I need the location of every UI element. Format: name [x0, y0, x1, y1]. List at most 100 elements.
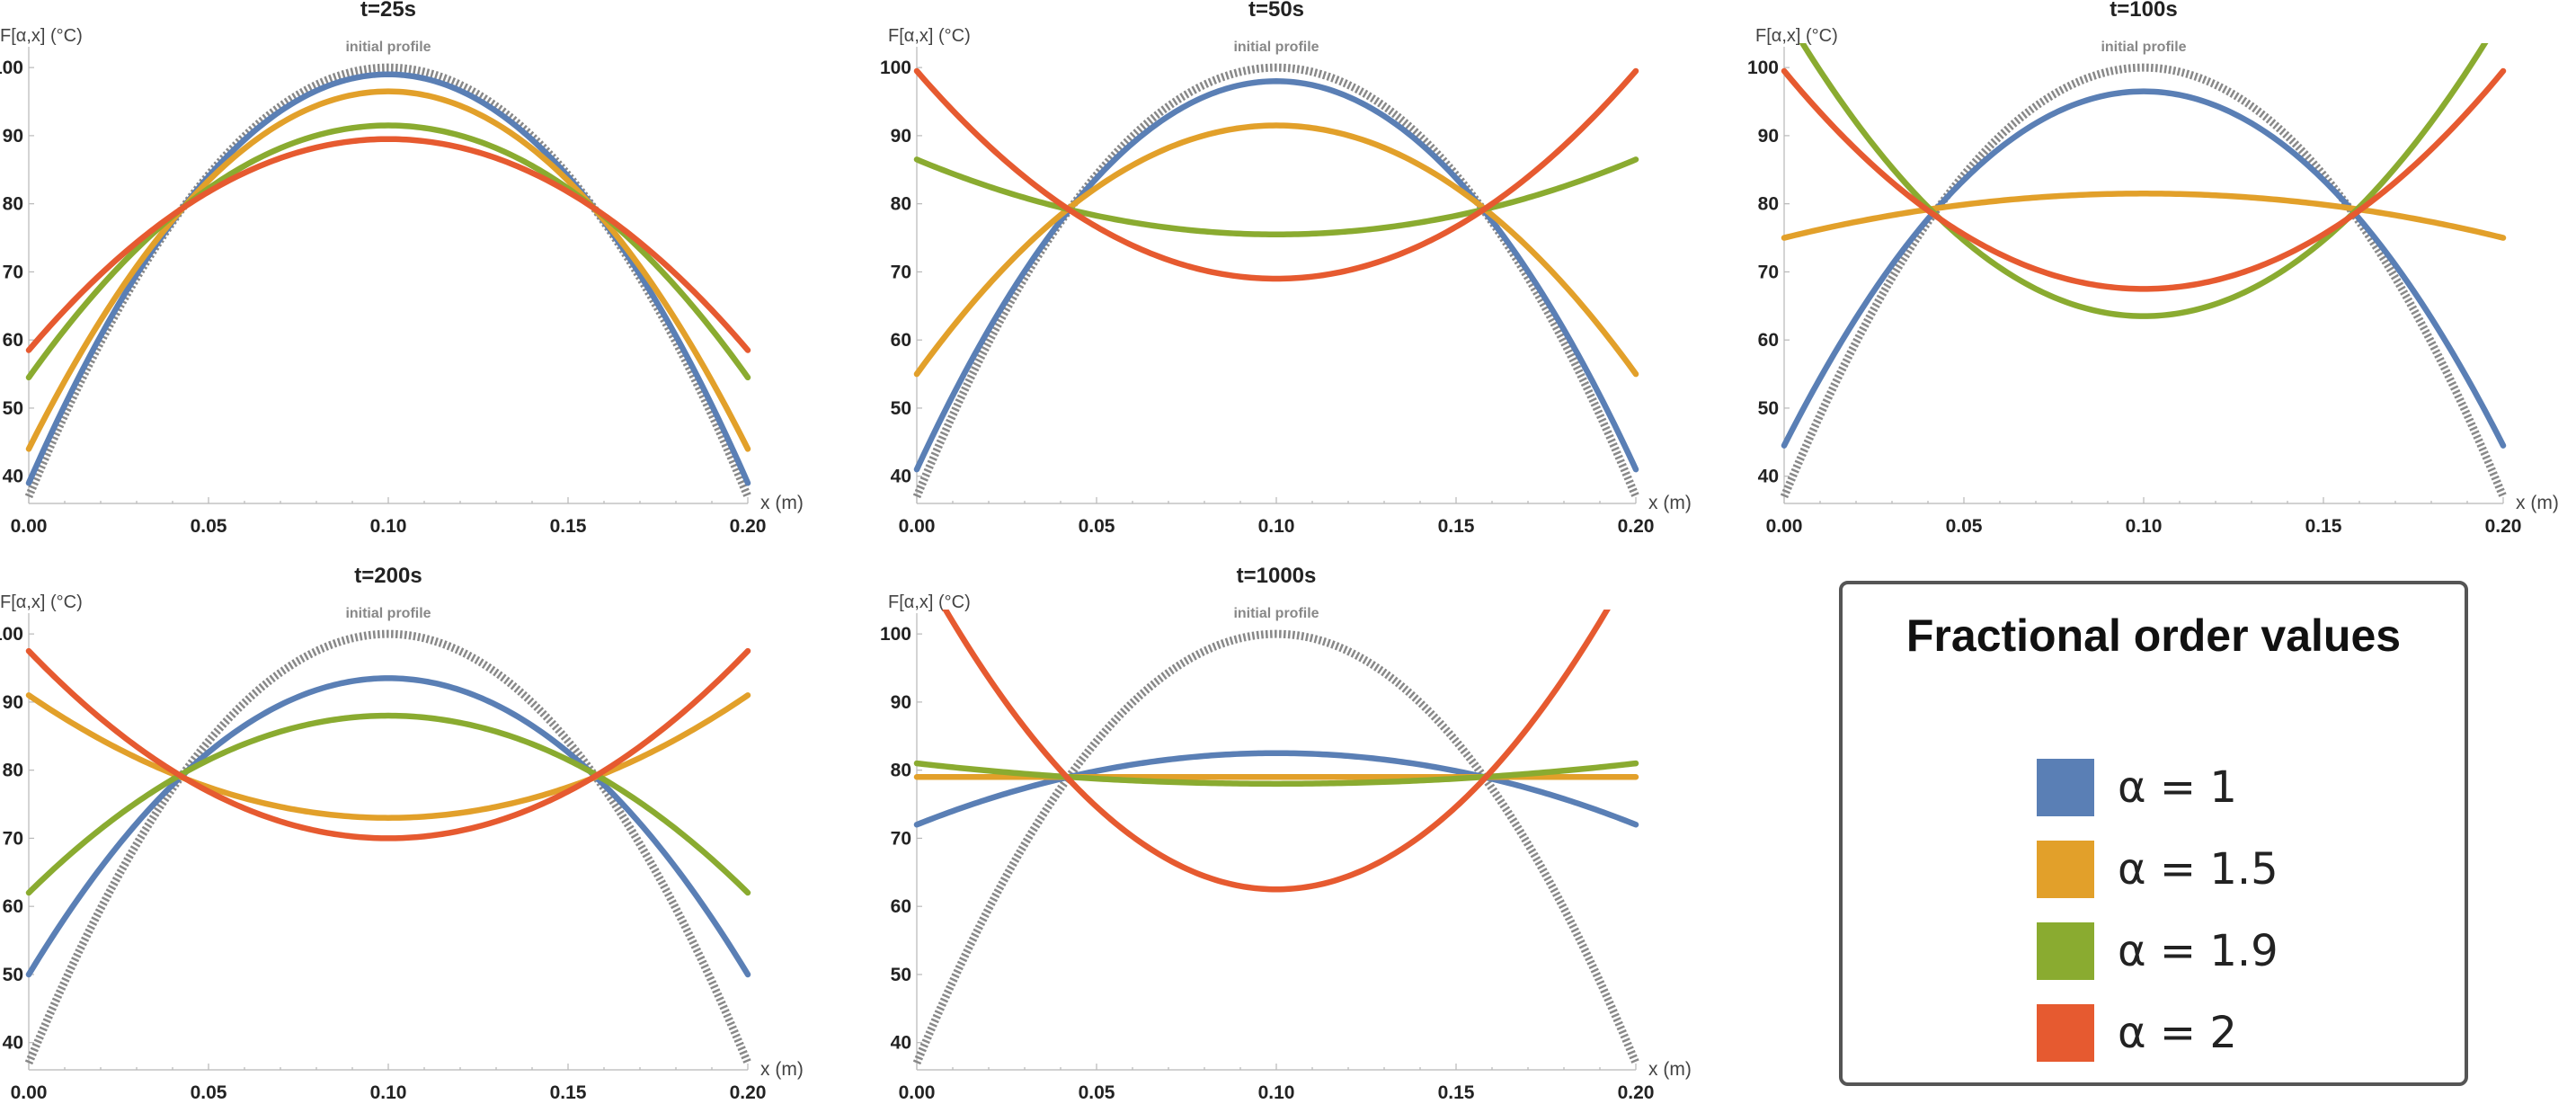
chart-title: t=100s: [2110, 0, 2177, 22]
series-line-alpha-1-5: [25, 692, 751, 821]
y-tick-label: 60: [891, 330, 911, 351]
y-axis-label: F[α,x] (°C): [0, 592, 83, 612]
legend-swatch-alpha-2: [2037, 1003, 2094, 1062]
initial-profile-label: initial profile: [1233, 40, 1319, 55]
y-tick-label: 40: [891, 467, 911, 487]
y-axis-label: F[α,x] (°C): [0, 26, 83, 46]
x-tick-label: 0.15: [550, 1082, 587, 1103]
y-tick-label: 40: [891, 1033, 911, 1054]
y-tick-label: 70: [3, 828, 23, 849]
series-line-alpha-1-5: [913, 122, 1639, 378]
series-line-alpha-1-9: [913, 760, 1639, 788]
series-line-alpha-1: [913, 78, 1639, 473]
y-tick-label: 70: [891, 262, 911, 282]
y-tick-label: 60: [3, 896, 23, 917]
series-line-alpha-1-5: [1781, 191, 2507, 241]
y-tick-label: 40: [3, 1033, 23, 1054]
initial-profile-label: initial profile: [345, 606, 431, 621]
x-tick-label: 0.10: [1258, 1082, 1295, 1103]
series-line-alpha-1: [913, 750, 1639, 828]
chart-title: t=50s: [1248, 0, 1304, 22]
legend: Fractional order values α = 1 α = 1.5 α …: [1839, 581, 2468, 1086]
x-tick-label: 0.15: [1438, 516, 1475, 537]
y-tick-label: 40: [1758, 467, 1779, 487]
initial-profile-label: initial profile: [345, 40, 431, 55]
y-tick-label: 60: [3, 330, 23, 351]
y-axis-label: F[α,x] (°C): [1755, 26, 1838, 46]
series-line-alpha-1: [1781, 88, 2507, 449]
y-tick-label: 60: [891, 896, 911, 917]
x-tick-label: 0.05: [1946, 516, 1983, 537]
legend-swatch-alpha-1-5: [2037, 840, 2094, 898]
y-tick-label: 70: [1758, 262, 1779, 282]
x-tick-label: 0.10: [370, 516, 407, 537]
y-tick-label: 100: [880, 624, 911, 645]
series-line-alpha-2: [942, 610, 1611, 893]
x-tick-label: 0.10: [370, 1082, 407, 1103]
x-tick-label: 0.15: [2305, 516, 2342, 537]
x-tick-label: 0.10: [2126, 516, 2163, 537]
chart-panel: t=200s F[α,x] (°C) 40 50 60 70 80 90 100 0.00 0.05…: [0, 564, 804, 1103]
x-tick-label: 0.05: [191, 1082, 227, 1103]
x-axis-label: x (m): [760, 1059, 804, 1080]
legend-swatch-alpha-1-9: [2037, 921, 2094, 980]
x-axis-label: x (m): [1648, 1059, 1692, 1080]
y-tick-label: 80: [3, 761, 23, 781]
chart-panel: t=25s F[α,x] (°C) 40 50 60 70 80 90 100 0.00 0.05 0…: [0, 0, 804, 537]
chart-title: t=200s: [354, 564, 422, 588]
y-axis-label: F[α,x] (°C): [888, 26, 971, 46]
legend-item-alpha-1-5: α = 1.5: [2037, 828, 2278, 910]
x-tick-label: 0.00: [11, 516, 48, 537]
legend-title: Fractional order values: [1905, 610, 2402, 661]
y-tick-label: 50: [891, 965, 911, 985]
y-tick-label: 80: [891, 761, 911, 781]
y-tick-label: 50: [891, 398, 911, 419]
legend-label-alpha-2: α = 2: [2118, 1007, 2237, 1058]
y-tick-label: 80: [1758, 194, 1779, 215]
series-line-alpha-2: [913, 67, 1639, 282]
chart-panel: t=100s F[α,x] (°C) 40 50 60 70 80 90 100 0.00 0.05…: [1747, 0, 2559, 537]
series-group: [913, 63, 1640, 499]
x-tick-label: 0.20: [1618, 516, 1655, 537]
initial-profile-label: initial profile: [2101, 40, 2186, 55]
legend-swatch-alpha-1: [2037, 758, 2094, 816]
series-line-alpha-1-9: [1799, 43, 2489, 319]
x-tick-label: 0.20: [1618, 1082, 1655, 1103]
series-group: [25, 629, 752, 1065]
initial-profile-line: [913, 63, 1640, 499]
series-line-alpha-2: [1781, 67, 2507, 292]
initial-profile-line: [25, 629, 752, 1065]
y-tick-label: 50: [3, 965, 23, 985]
x-tick-label: 0.15: [1438, 1082, 1475, 1103]
y-tick-label: 40: [3, 467, 23, 487]
y-tick-label: 90: [3, 692, 23, 713]
series-line-alpha-1-9: [913, 156, 1639, 238]
chart-title: t=25s: [360, 0, 416, 22]
legend-item-alpha-2: α = 2: [2037, 992, 2278, 1073]
initial-profile-line: [1781, 63, 2508, 499]
y-tick-label: 80: [891, 194, 911, 215]
series-line-alpha-2: [25, 136, 751, 353]
y-tick-label: 90: [3, 126, 23, 147]
legend-items: α = 1 α = 1.5 α = 1.9 α = 2: [2037, 746, 2278, 1073]
chart-title: t=1000s: [1237, 564, 1317, 588]
x-tick-label: 0.05: [1079, 516, 1115, 537]
series-group: [25, 63, 752, 499]
series-line-alpha-1: [25, 675, 751, 978]
y-tick-label: 100: [0, 58, 23, 78]
y-tick-label: 50: [3, 398, 23, 419]
x-tick-label: 0.00: [899, 1082, 936, 1103]
x-tick-label: 0.00: [899, 516, 936, 537]
chart-panel: t=50s F[α,x] (°C) 40 50 60 70 80 90 100 0.00 0.05 0…: [880, 0, 1692, 537]
x-tick-label: 0.05: [191, 516, 227, 537]
series-line-alpha-1-9: [25, 712, 751, 896]
y-tick-label: 70: [3, 262, 23, 282]
y-tick-label: 100: [880, 58, 911, 78]
series-line-alpha-1: [25, 71, 751, 486]
series-line-alpha-2: [25, 647, 751, 841]
y-tick-label: 100: [0, 624, 23, 645]
y-tick-label: 80: [3, 194, 23, 215]
x-tick-label: 0.20: [730, 1082, 767, 1103]
initial-profile-line: [25, 63, 752, 499]
